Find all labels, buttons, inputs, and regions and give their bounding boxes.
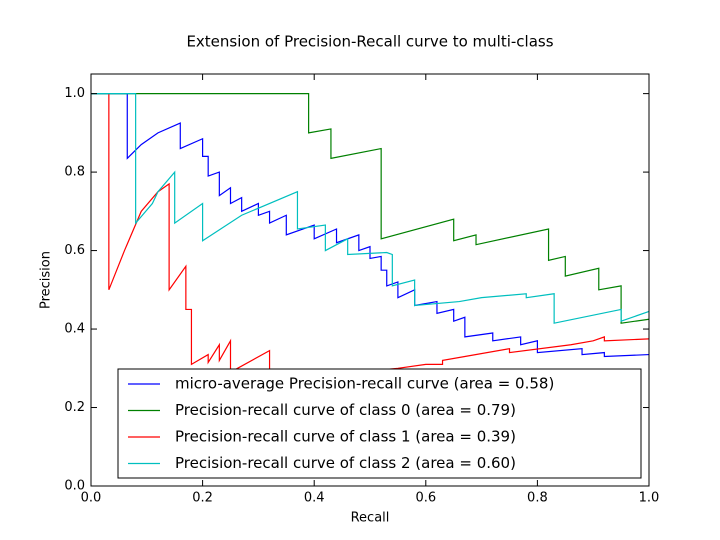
y-tick-label: 1.0	[64, 86, 85, 101]
y-tick-label: 0.0	[64, 479, 85, 494]
legend-label: Precision-recall curve of class 2 (area …	[175, 454, 516, 472]
x-tick-label: 0.2	[192, 491, 213, 506]
plot-frame	[90, 73, 650, 487]
pr-curve	[108, 93, 650, 381]
y-tick-label: 0.6	[64, 243, 85, 258]
x-tick-label: 0.6	[415, 491, 436, 506]
x-tick-label: 0.4	[304, 491, 325, 506]
chart-title: Extension of Precision-Recall curve to m…	[186, 33, 553, 51]
x-tick-label: 0.8	[527, 491, 548, 506]
x-tick-label: 1.0	[639, 491, 660, 506]
pr-curve	[91, 93, 650, 324]
legend-label: Precision-recall curve of class 1 (area …	[175, 428, 516, 446]
pr-curve	[91, 93, 650, 324]
legend-label: micro-average Precision-recall curve (ar…	[175, 375, 554, 393]
y-tick-label: 0.2	[64, 400, 85, 415]
legend: micro-average Precision-recall curve (ar…	[117, 368, 642, 479]
legend-box	[117, 368, 642, 479]
pr-curve	[91, 93, 650, 358]
x-tick-label: 0.0	[81, 491, 102, 506]
y-tick-label: 0.8	[64, 165, 85, 180]
y-tick-label: 0.4	[64, 322, 85, 337]
y-axis-label: Precision	[39, 251, 54, 309]
legend-label: Precision-recall curve of class 0 (area …	[175, 401, 516, 419]
x-axis-label: Recall	[351, 511, 390, 526]
